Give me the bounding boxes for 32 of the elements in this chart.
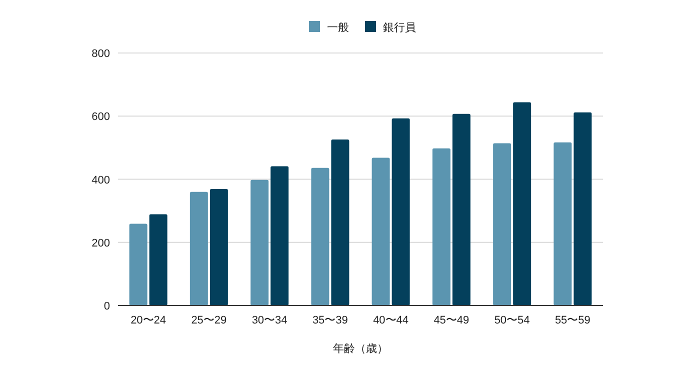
x-tick-label: 55〜59	[554, 314, 590, 326]
bar	[270, 166, 289, 306]
bar	[129, 224, 148, 306]
bar	[331, 139, 350, 306]
bar	[574, 112, 592, 306]
bar	[250, 180, 269, 306]
x-tick-label: 45〜49	[434, 314, 470, 326]
legend-label: 銀行員	[383, 22, 416, 34]
bar	[554, 142, 572, 306]
x-tick-label: 35〜39	[312, 314, 348, 326]
bar	[149, 214, 168, 306]
y-tick-label: 400	[92, 174, 110, 186]
bar	[452, 114, 470, 306]
bar	[513, 102, 532, 306]
y-tick-label: 200	[92, 237, 110, 250]
bar	[372, 158, 390, 306]
bar	[210, 189, 228, 306]
x-tick-label: 40〜44	[373, 314, 409, 326]
bar	[493, 143, 512, 306]
bar	[432, 148, 450, 306]
legend-label: 一般	[327, 22, 349, 34]
x-tick-label: 30〜34	[252, 314, 288, 326]
y-tick-label: 800	[92, 48, 110, 60]
x-tick-label: 50〜54	[494, 314, 530, 326]
y-tick-label: 600	[92, 111, 110, 124]
bar	[311, 168, 330, 306]
bar	[392, 118, 410, 306]
x-tick-label: 25〜29	[191, 314, 227, 326]
bar	[190, 192, 208, 306]
x-axis-title: 年齢（歳）	[333, 342, 388, 355]
x-tick-label: 20〜24	[130, 314, 166, 326]
y-tick-label: 0	[104, 300, 110, 312]
